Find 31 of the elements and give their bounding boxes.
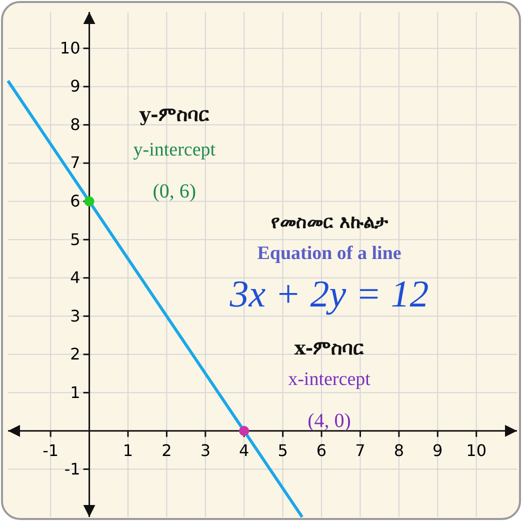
y-tick-label: 7 xyxy=(70,153,80,172)
y-tick-label: 1 xyxy=(70,382,80,402)
x-tick-label: 2 xyxy=(162,440,172,460)
y-tick-label: 3 xyxy=(70,306,80,326)
annotation: y-intercept xyxy=(133,139,216,160)
y-tick-label: 4 xyxy=(70,268,80,288)
y-tick-label: 8 xyxy=(70,114,80,134)
annotation: (4, 0) xyxy=(308,410,351,432)
x-tick-label: 8 xyxy=(394,440,404,460)
y-tick-label: 9 xyxy=(70,76,80,96)
x-tick-label: 9 xyxy=(432,440,443,460)
y-tick-label: 10 xyxy=(60,38,80,58)
x-tick-label: 1 xyxy=(122,440,134,460)
annotation: Equation of a line xyxy=(257,242,402,264)
x-tick-label: -1 xyxy=(42,440,59,460)
annotation: x-intercept xyxy=(288,369,372,390)
x-tick-label: 10 xyxy=(466,440,487,460)
annotation: x-ምስባር xyxy=(294,337,364,360)
annotation: y-ምስባር xyxy=(138,104,210,126)
x-tick-label: 5 xyxy=(278,440,288,460)
x-tick-label: 4 xyxy=(239,440,250,460)
annotation: 3x + 2y = 12 xyxy=(228,274,429,316)
annotation: የመስመር እኩልታ xyxy=(271,212,388,234)
x-tick-label: 6 xyxy=(316,440,327,460)
annotation: (0, 6) xyxy=(152,180,196,203)
x-tick-label: 7 xyxy=(355,440,366,460)
y-tick-label: 5 xyxy=(70,230,80,249)
x-tick-label: 3 xyxy=(200,440,210,460)
y-tick-label: 2 xyxy=(70,344,80,364)
y-tick-label: 6 xyxy=(70,191,80,210)
y-tick-label: -1 xyxy=(64,459,80,478)
